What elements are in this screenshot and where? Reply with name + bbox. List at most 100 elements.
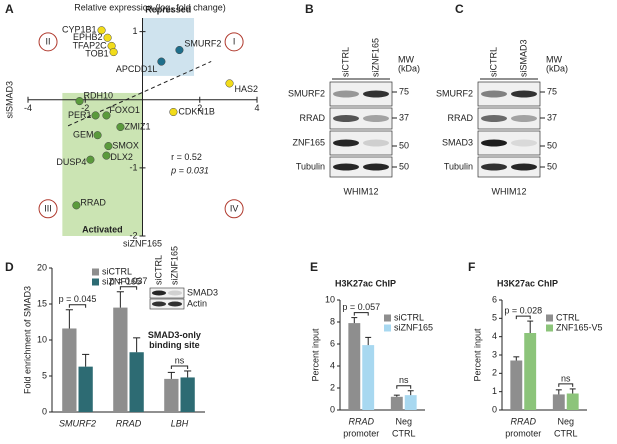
gene-label: SMOX [112, 140, 139, 150]
row-label: SMURF2 [288, 88, 325, 98]
bar [113, 307, 128, 412]
y-tick-label: -2 [129, 230, 137, 240]
chart-title: H3K27ac ChIP [335, 278, 396, 288]
x-axis-label: siZNF165 [123, 238, 162, 248]
y-tick-label: 1 [132, 26, 137, 36]
panel-letter: D [5, 260, 14, 274]
gene-point [102, 111, 111, 120]
gene-point [93, 131, 102, 140]
y-tick-label: 8 [330, 316, 335, 326]
significance-bracket [353, 312, 369, 316]
y-tick-label: 3 [492, 349, 497, 359]
row-label: ZNF165 [292, 137, 325, 147]
lane-label: siSMAD3 [518, 39, 528, 77]
gene-point [97, 26, 106, 35]
gene-label: GEM [73, 130, 94, 140]
band [363, 139, 389, 147]
row-label: RRAD [447, 113, 473, 123]
y-tick-label: 0 [492, 404, 497, 414]
gene-label: CYP1B1 [62, 25, 97, 35]
significance-label: p = 0.057 [342, 302, 380, 312]
gene-point [175, 45, 184, 55]
cell-line-label: WHIM12 [491, 186, 526, 196]
legend-swatch [384, 324, 391, 332]
legend-label: siCTRL [102, 266, 132, 276]
significance-label: p = 0.037 [110, 276, 148, 286]
band [511, 139, 537, 147]
legend-label: siZNF165 [102, 276, 141, 286]
gene-label: TFAP2C [73, 40, 108, 50]
bar [164, 378, 179, 412]
row-label: SMAD3 [442, 137, 473, 147]
gene-label: ZMIZ1 [124, 121, 150, 131]
gene-point [157, 57, 166, 66]
y-tick-label: 20 [37, 262, 47, 272]
band [511, 115, 537, 122]
gene-point [103, 33, 112, 42]
gene-label: HAS2 [235, 84, 259, 94]
legend-label: siZNF165 [394, 322, 433, 332]
y-tick-label: 10 [325, 294, 335, 304]
activated-region [62, 92, 143, 236]
x-tick-label: RRAD [510, 416, 536, 426]
band [333, 115, 359, 122]
stat-label: p = 0.031 [170, 166, 209, 176]
marker-label: 37 [399, 112, 409, 122]
x-tick-label: CTRL [554, 428, 578, 438]
significance-bracket [68, 304, 87, 308]
x-tick-label: RRAD [348, 416, 374, 426]
y-tick-label: 6 [492, 294, 497, 304]
cell-line-label: WHIM12 [343, 186, 378, 196]
y-tick-label: 15 [37, 298, 47, 308]
x-tick-label: Neg [395, 416, 412, 426]
marker-label: 50 [547, 140, 557, 150]
gene-point [116, 122, 125, 132]
band [152, 290, 166, 296]
significance-bracket [396, 385, 412, 389]
y-tick-label: 2 [492, 368, 497, 378]
gene-label: CDKN1B [178, 106, 215, 116]
legend-swatch [92, 268, 99, 276]
bar [348, 323, 361, 410]
significance-label: ns [561, 373, 571, 383]
band [511, 90, 537, 98]
quadrant-marker [38, 32, 58, 52]
y-tick-label: 5 [42, 370, 47, 380]
legend-label: ZNF165-V5 [556, 322, 603, 332]
y-axis-label: Fold enrichment of SMAD3 [22, 286, 32, 394]
row-label: Tubulin [444, 161, 473, 171]
panel-letter: A [5, 2, 14, 16]
x-tick-label: promoter [505, 428, 541, 438]
bar [78, 366, 93, 412]
y-tick-label: 5 [492, 313, 497, 323]
quadrant-label: IV [230, 204, 239, 214]
x-tick-label: 4 [254, 103, 259, 113]
gene-label: DUSP4 [56, 157, 86, 167]
significance-label: p = 0.028 [504, 305, 542, 315]
annotation: SMAD3-only [148, 330, 201, 340]
lane-label: siCTRL [488, 47, 498, 77]
significance-label: p = 0.045 [59, 294, 97, 304]
y-tick-label: 2 [330, 382, 335, 392]
x-tick-label: CTRL [392, 428, 416, 438]
gene-label: APCDD1L [116, 64, 158, 74]
gene-label: RRAD [80, 198, 106, 208]
gene-point [72, 201, 81, 210]
gene-label: EPHB2 [73, 32, 103, 42]
band [363, 115, 389, 122]
fit-line [67, 61, 212, 127]
band [481, 115, 507, 122]
inset-row-label: Actin [187, 298, 207, 308]
mw-label: MW [398, 54, 414, 64]
inset-lane-label: siZNF165 [169, 246, 179, 285]
row-label: Tubulin [296, 161, 325, 171]
gene-point [91, 111, 100, 120]
x-tick-label: SMURF2 [59, 418, 96, 428]
bar [362, 345, 375, 410]
bar [62, 328, 77, 412]
lane-label: siZNF165 [370, 38, 380, 77]
y-tick-label: 1 [492, 386, 497, 396]
gene-label: FOXO1 [109, 105, 140, 115]
panel-letter: B [305, 2, 314, 16]
band [511, 163, 537, 171]
